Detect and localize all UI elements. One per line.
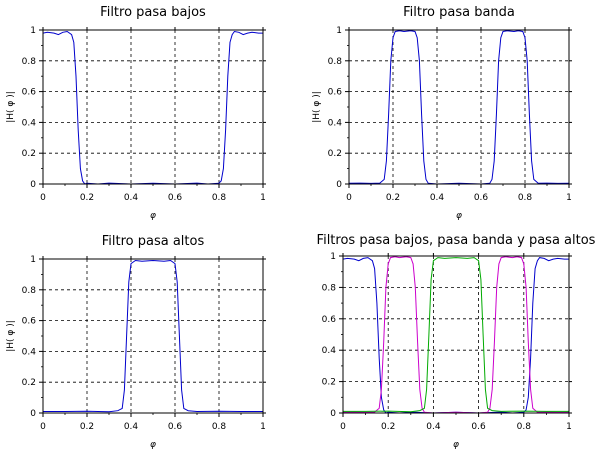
x-tick-label: 0.6: [474, 193, 489, 203]
chart-title: Filtro pasa altos: [102, 234, 205, 249]
grid: [43, 30, 263, 184]
chart-panel-2: 0 0.2 0.4 0.6 0.8 1 0 0.2 0.4 0.6 0.8 1 Filtro pasa …: [312, 5, 572, 221]
x-tick-label: 0.4: [124, 193, 139, 203]
y-tick-label: 1: [336, 26, 342, 36]
x-axis-label: φ: [453, 440, 459, 450]
x-tick-label: 1: [260, 193, 266, 203]
x-tick-label: 0.2: [386, 193, 400, 203]
y-tick-label: 0.6: [22, 88, 37, 98]
chart-panel-4: 0 0.2 0.4 0.6 0.8 1 0 0.2 0.4 0.6 0.8 1 Filtros pasa…: [317, 233, 596, 450]
grid: [349, 30, 569, 184]
x-tick-label: 1: [260, 422, 266, 432]
y-tick-label: 0.4: [328, 118, 343, 128]
y-tick-label: 0.8: [22, 57, 37, 67]
y-tick-label: 0: [336, 180, 342, 190]
y-tick-label: 0.8: [22, 286, 37, 296]
x-tick-label: 0.4: [426, 422, 441, 432]
y-tick-label: 0.2: [328, 149, 342, 159]
y-tick-label: 1: [330, 252, 336, 262]
x-tick-label: 0: [346, 193, 352, 203]
y-axis-label: |H( φ )|: [6, 91, 16, 123]
y-tick-label: 0.4: [22, 118, 37, 128]
y-tick-label: 0: [30, 409, 36, 419]
chart-title: Filtro pasa banda: [403, 5, 515, 20]
x-tick-label: 0.6: [471, 422, 486, 432]
y-axis-label: |H( φ )|: [312, 91, 322, 123]
y-tick-label: 0: [30, 180, 36, 190]
y-tick-label: 1: [30, 26, 36, 36]
series-line-1: [43, 259, 263, 413]
series-line-1: [42, 30, 263, 185]
series-line-2: [342, 256, 570, 414]
x-tick-label: 0.4: [430, 193, 445, 203]
x-axis-label: φ: [150, 440, 156, 450]
x-tick-label: 0.4: [124, 422, 139, 432]
grid: [343, 256, 569, 413]
y-axis-label: |H( φ )|: [6, 320, 16, 352]
chart-title: Filtro pasa bajos: [100, 5, 206, 20]
y-tick-label: 0.6: [322, 315, 337, 325]
x-tick-label: 0: [40, 422, 46, 432]
x-tick-label: 0.8: [517, 422, 532, 432]
plot-area: [43, 259, 263, 413]
y-tick-label: 0.2: [322, 378, 336, 388]
x-tick-label: 0: [40, 193, 46, 203]
y-tick-label: 0.8: [328, 57, 343, 67]
y-tick-label: 0.4: [322, 346, 337, 356]
y-tick-label: 0: [330, 409, 336, 419]
chart-panel-3: 0 0.2 0.4 0.6 0.8 1 0 0.2 0.4 0.6 0.8 1 Filtro pasa …: [6, 234, 266, 450]
x-tick-label: 1: [566, 193, 572, 203]
x-tick-label: 0: [340, 422, 346, 432]
chart-panel-1: 0 0.2 0.4 0.6 0.8 1 0 0.2 0.4 0.6 0.8 1 Filtro pasa …: [6, 5, 266, 221]
y-tick-label: 0.6: [22, 317, 37, 327]
x-tick-label: 1: [566, 422, 572, 432]
y-tick-label: 0.2: [22, 149, 36, 159]
y-tick-label: 0.8: [322, 283, 337, 293]
series-line-3: [343, 257, 569, 413]
grid: [43, 259, 263, 413]
y-tick-label: 1: [30, 255, 36, 265]
y-tick-label: 0.2: [22, 378, 36, 388]
x-axis-label: φ: [150, 211, 156, 221]
x-tick-label: 0.8: [518, 193, 533, 203]
x-tick-label: 0.8: [212, 422, 227, 432]
x-tick-label: 0.2: [80, 422, 94, 432]
x-tick-label: 0.2: [80, 193, 94, 203]
x-tick-label: 0.6: [168, 193, 183, 203]
plot-area: [349, 30, 569, 184]
chart-title: Filtros pasa bajos, pasa banda y pasa al…: [317, 233, 596, 248]
y-tick-label: 0.6: [328, 88, 343, 98]
x-tick-label: 0.2: [381, 422, 395, 432]
y-tick-label: 0.4: [22, 347, 37, 357]
x-tick-label: 0.6: [168, 422, 183, 432]
x-tick-label: 0.8: [212, 193, 227, 203]
series-line-1: [348, 30, 570, 185]
plot-area: [43, 30, 263, 184]
x-axis-label: φ: [456, 211, 462, 221]
plot-area: [343, 256, 569, 413]
